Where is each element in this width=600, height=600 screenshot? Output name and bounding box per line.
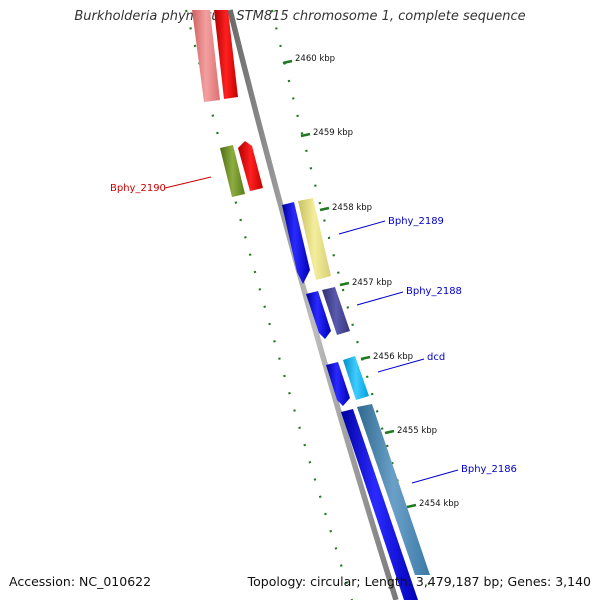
gene-feature[interactable] <box>220 145 245 197</box>
gene-label-text: Bphy_2186 <box>461 464 517 475</box>
scale-tick-label: 2456 kbp <box>373 352 413 362</box>
scale-tick-label: 2458 kbp <box>332 203 372 213</box>
gene-feature-bphy-2186[interactable] <box>357 404 430 575</box>
gene-feature[interactable] <box>326 362 350 406</box>
scale-tick: 2460 kbp <box>282 54 335 65</box>
gene-label-dcd[interactable]: dcd <box>377 352 445 373</box>
gene-feature-bphy-2188[interactable] <box>322 287 350 335</box>
gene-feature[interactable] <box>192 10 220 102</box>
scale-tick: 2455 kbp <box>384 426 437 436</box>
gene-label-bphy-2188[interactable]: Bphy_2188 <box>356 286 462 306</box>
gene-label-bphy-2190[interactable]: Bphy_2190 <box>110 176 212 194</box>
gene-label-bphy-2186[interactable]: Bphy_2186 <box>411 464 517 484</box>
scale-tick-label: 2459 kbp <box>313 128 353 138</box>
outer-guide-ring <box>270 9 436 600</box>
scale-tick-label: 2455 kbp <box>397 426 437 436</box>
scale-tick: 2454 kbp <box>406 499 459 509</box>
scale-tick: 2457 kbp <box>339 278 392 288</box>
gene-feature-bphy-2189[interactable] <box>298 198 331 280</box>
scale-tick: 2459 kbp <box>300 128 353 138</box>
scale-tick-label: 2454 kbp <box>419 499 459 509</box>
scale-tick: 2458 kbp <box>319 203 372 213</box>
scale-tick: 2456 kbp <box>360 352 413 362</box>
gene-feature-bphy-2190[interactable] <box>238 141 263 191</box>
accession-text: Accession: NC_010622 <box>9 574 152 589</box>
gene-feature[interactable] <box>341 409 418 600</box>
gene-label-text: dcd <box>427 352 445 363</box>
gene-label-text: Bphy_2189 <box>388 216 444 227</box>
gene-label-bphy-2189[interactable]: Bphy_2189 <box>338 216 444 235</box>
gene-label-text: Bphy_2188 <box>406 286 462 297</box>
scale-tick-label: 2457 kbp <box>352 278 392 288</box>
gene-label-text: Bphy_2190 <box>110 183 166 194</box>
genome-summary-text: Topology: circular; Length: 3,479,187 bp… <box>247 574 591 589</box>
scale-tick-label: 2460 kbp <box>295 54 335 64</box>
gene-feature-dcd[interactable] <box>343 356 369 400</box>
gene-feature[interactable] <box>306 291 331 339</box>
gene-feature[interactable] <box>282 202 310 284</box>
map-title: Burkholderia phymatum STM815 chromosome … <box>74 9 526 24</box>
gene-feature[interactable] <box>214 10 238 99</box>
chromosome-backbone <box>227 9 399 600</box>
